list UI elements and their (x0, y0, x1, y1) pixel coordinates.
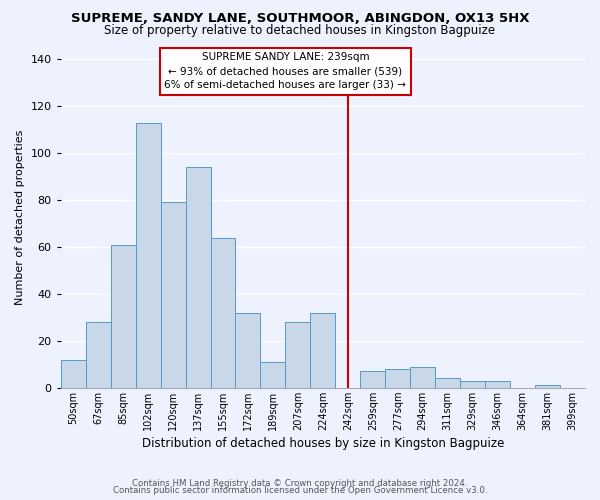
Text: Size of property relative to detached houses in Kingston Bagpuize: Size of property relative to detached ho… (104, 24, 496, 37)
Bar (235, 312, 260, 388)
Bar (485, 380, 510, 388)
Bar (61, 360, 86, 388)
Text: Contains HM Land Registry data © Crown copyright and database right 2024.: Contains HM Land Registry data © Crown c… (132, 478, 468, 488)
Text: Contains public sector information licensed under the Open Government Licence v3: Contains public sector information licen… (113, 486, 487, 495)
Bar (86, 322, 110, 388)
Bar (460, 380, 485, 388)
Bar (435, 378, 460, 388)
Y-axis label: Number of detached properties: Number of detached properties (15, 130, 25, 306)
Bar (211, 238, 235, 388)
Bar (410, 366, 435, 388)
Bar (185, 167, 211, 388)
X-axis label: Distribution of detached houses by size in Kingston Bagpuize: Distribution of detached houses by size … (142, 437, 504, 450)
Bar (136, 122, 161, 388)
Bar (161, 202, 185, 388)
Bar (260, 362, 286, 388)
Bar (110, 244, 136, 388)
Text: SUPREME SANDY LANE: 239sqm
← 93% of detached houses are smaller (539)
6% of semi: SUPREME SANDY LANE: 239sqm ← 93% of deta… (164, 52, 406, 90)
Text: SUPREME, SANDY LANE, SOUTHMOOR, ABINGDON, OX13 5HX: SUPREME, SANDY LANE, SOUTHMOOR, ABINGDON… (71, 12, 529, 26)
Bar (385, 369, 410, 388)
Bar (361, 372, 385, 388)
Bar (310, 312, 335, 388)
Bar (286, 322, 310, 388)
Bar (535, 386, 560, 388)
